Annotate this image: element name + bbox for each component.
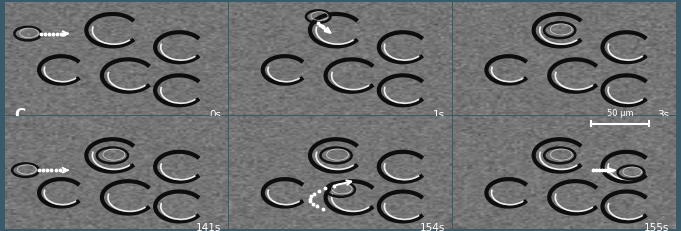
Text: C: C <box>14 109 25 123</box>
Text: 154s: 154s <box>419 223 445 231</box>
Text: 141s: 141s <box>196 223 221 231</box>
Text: 1s: 1s <box>433 109 445 120</box>
Text: 3s: 3s <box>656 109 669 120</box>
Text: 155s: 155s <box>644 223 669 231</box>
Text: 50 μm: 50 μm <box>607 109 633 118</box>
Text: 0s: 0s <box>210 109 221 120</box>
